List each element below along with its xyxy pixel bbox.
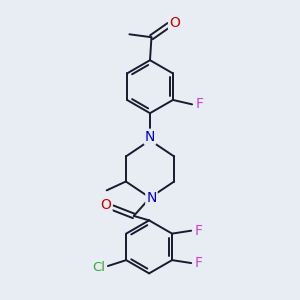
Text: F: F [195, 98, 203, 111]
Text: Cl: Cl [92, 261, 105, 274]
Text: F: F [195, 256, 203, 270]
Text: N: N [145, 130, 155, 144]
Text: O: O [101, 198, 112, 212]
Text: O: O [169, 16, 180, 30]
Text: N: N [146, 191, 157, 205]
Text: F: F [195, 224, 203, 238]
